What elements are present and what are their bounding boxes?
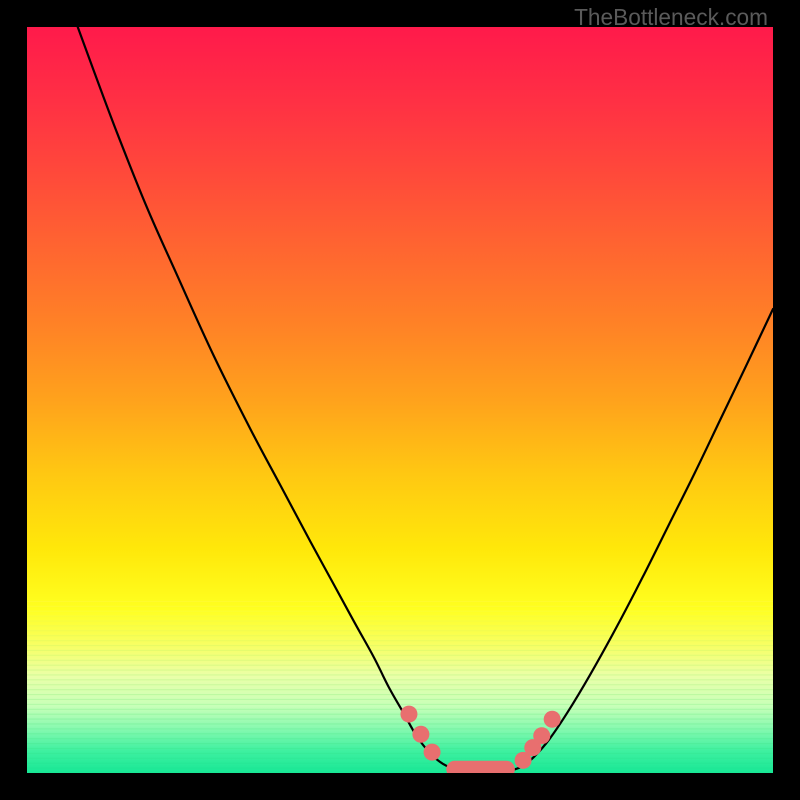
marker-stadium: [446, 761, 515, 773]
plot-area: [27, 27, 773, 773]
marker-dot: [533, 727, 550, 744]
marker-dot: [544, 711, 561, 728]
plot-svg: [27, 27, 773, 773]
gradient-background: [27, 27, 773, 773]
marker-dot: [412, 726, 429, 743]
chart-frame: TheBottleneck.com: [0, 0, 800, 800]
watermark-text: TheBottleneck.com: [574, 4, 768, 31]
marker-dot: [400, 706, 417, 723]
marker-dot: [424, 744, 441, 761]
